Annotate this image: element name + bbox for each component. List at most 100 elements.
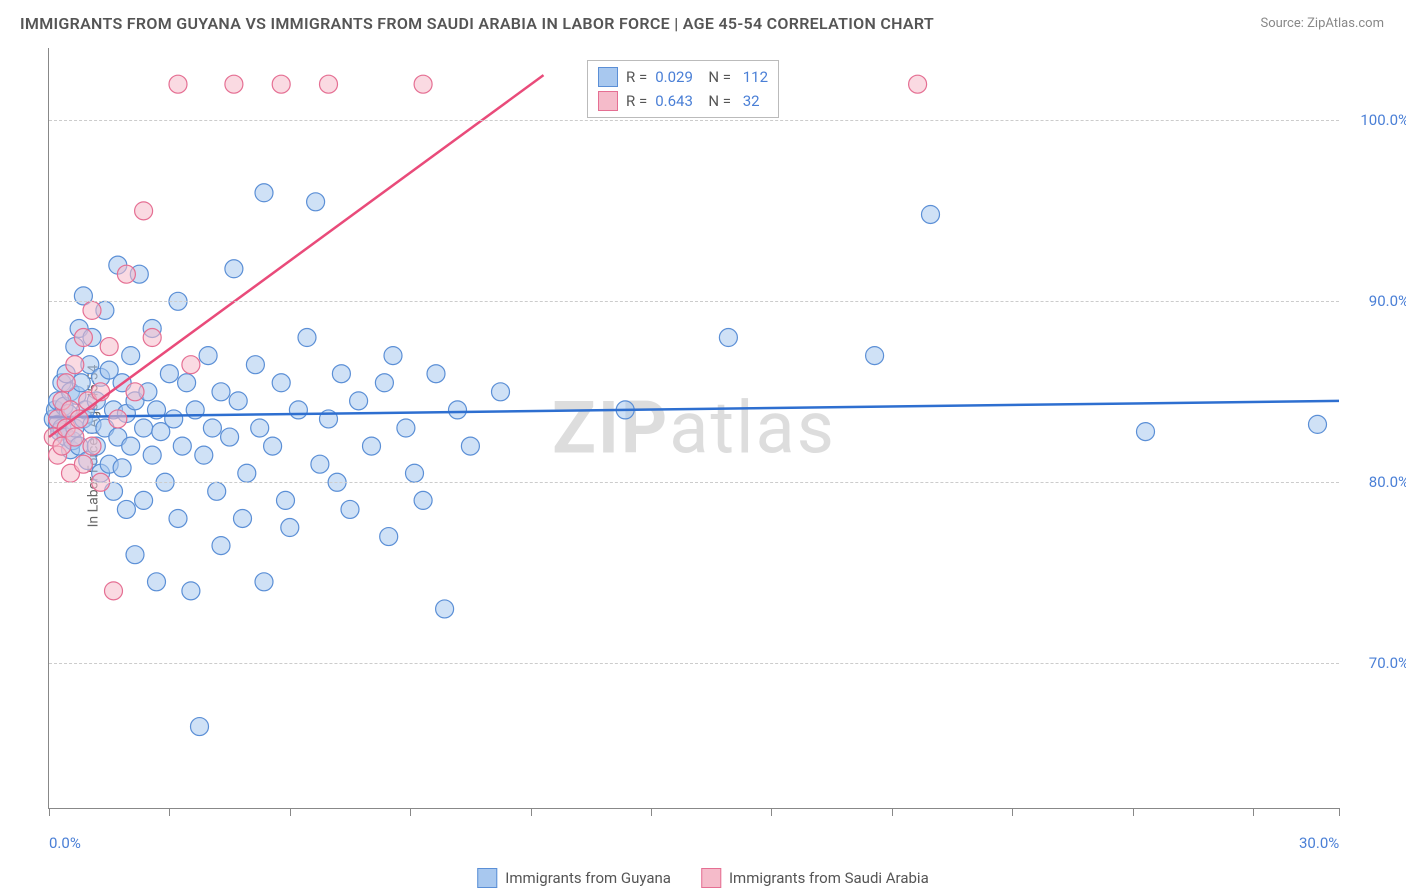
x-tick [1133,808,1134,816]
scatter-point-guyana [1137,423,1155,441]
scatter-point-saudi [169,75,187,93]
stat-r-value: 0.029 [655,68,693,86]
stat-n-value: 32 [739,92,760,110]
y-tick-label: 100.0% [1349,111,1406,129]
scatter-point-guyana [298,329,316,347]
scatter-point-guyana [143,446,161,464]
gridline-horizontal [49,301,1339,302]
x-tick [1253,808,1254,816]
chart-area: ZIPatlas R = 0.029 N = 112R = 0.643 N = … [48,48,1339,809]
gridline-horizontal [49,120,1339,121]
stat-r-value: 0.643 [655,92,693,110]
scatter-point-guyana [281,519,299,537]
scatter-point-guyana [212,537,230,555]
scatter-point-guyana [341,500,359,518]
stat-swatch-icon [598,67,618,87]
scatter-point-guyana [311,455,329,473]
stat-n-value: 112 [739,68,768,86]
stat-row-guyana: R = 0.029 N = 112 [598,67,768,87]
stat-swatch-icon [598,91,618,111]
plot-svg [49,48,1339,808]
scatter-point-guyana [246,356,264,374]
x-tick [49,808,50,816]
scatter-point-saudi [66,428,84,446]
scatter-point-saudi [105,582,123,600]
x-tick [651,808,652,816]
x-tick [1339,808,1340,816]
stat-row-saudi: R = 0.643 N = 32 [598,91,768,111]
scatter-point-guyana [375,374,393,392]
scatter-point-guyana [113,459,131,477]
scatter-point-guyana [277,491,295,509]
scatter-point-saudi [74,455,92,473]
x-tick [771,808,772,816]
scatter-point-guyana [195,446,213,464]
y-tick-label: 80.0% [1349,473,1406,491]
scatter-point-saudi [225,75,243,93]
scatter-point-guyana [122,347,140,365]
chart-title: IMMIGRANTS FROM GUYANA VS IMMIGRANTS FRO… [20,14,934,33]
x-tick [892,808,893,816]
gridline-horizontal [49,663,1339,664]
scatter-point-saudi [117,265,135,283]
scatter-point-saudi [83,301,101,319]
scatter-point-guyana [289,401,307,419]
stat-n-label: N = [701,92,731,110]
scatter-point-guyana [238,464,256,482]
scatter-point-saudi [109,410,127,428]
scatter-point-guyana [173,437,191,455]
x-tick [410,808,411,816]
scatter-point-guyana [272,374,290,392]
scatter-point-saudi [126,383,144,401]
source-label: Source: ZipAtlas.com [1260,16,1384,31]
scatter-point-guyana [117,500,135,518]
legend-swatch-icon [477,868,497,888]
scatter-point-guyana [122,437,140,455]
scatter-point-guyana [234,509,252,527]
legend: Immigrants from GuyanaImmigrants from Sa… [477,868,929,888]
scatter-point-guyana [461,437,479,455]
x-tick [1012,808,1013,816]
scatter-point-guyana [255,184,273,202]
scatter-point-guyana [169,509,187,527]
scatter-point-saudi [100,338,118,356]
trend-line-saudi [49,75,544,437]
stat-r-label: R = [626,92,647,110]
scatter-point-guyana [135,419,153,437]
y-tick-label: 90.0% [1349,292,1406,310]
gridline-horizontal [49,482,1339,483]
scatter-point-guyana [178,374,196,392]
scatter-point-guyana [199,347,217,365]
scatter-point-guyana [922,205,940,223]
scatter-point-saudi [57,374,75,392]
scatter-point-guyana [221,428,239,446]
scatter-point-guyana [264,437,282,455]
scatter-point-saudi [74,329,92,347]
scatter-point-saudi [909,75,927,93]
scatter-point-saudi [66,356,84,374]
scatter-point-guyana [363,437,381,455]
scatter-point-guyana [135,491,153,509]
scatter-point-guyana [332,365,350,383]
scatter-point-guyana [255,573,273,591]
scatter-point-guyana [191,718,209,736]
scatter-point-guyana [307,193,325,211]
scatter-point-guyana [397,419,415,437]
scatter-point-guyana [212,383,230,401]
chart-container: IMMIGRANTS FROM GUYANA VS IMMIGRANTS FRO… [0,0,1406,892]
legend-swatch-icon [701,868,721,888]
x-tick [290,808,291,816]
scatter-point-guyana [449,401,467,419]
legend-item-saudi: Immigrants from Saudi Arabia [701,868,929,888]
scatter-point-saudi [182,356,200,374]
scatter-point-saudi [320,75,338,93]
scatter-point-saudi [83,437,101,455]
correlation-stats-box: R = 0.029 N = 112 R = 0.643 N = 32 [587,60,779,118]
scatter-point-guyana [384,347,402,365]
scatter-point-saudi [272,75,290,93]
scatter-point-guyana [436,600,454,618]
scatter-point-guyana [225,260,243,278]
scatter-point-guyana [165,410,183,428]
scatter-point-guyana [208,482,226,500]
x-tick-label: 30.0% [1299,834,1339,852]
